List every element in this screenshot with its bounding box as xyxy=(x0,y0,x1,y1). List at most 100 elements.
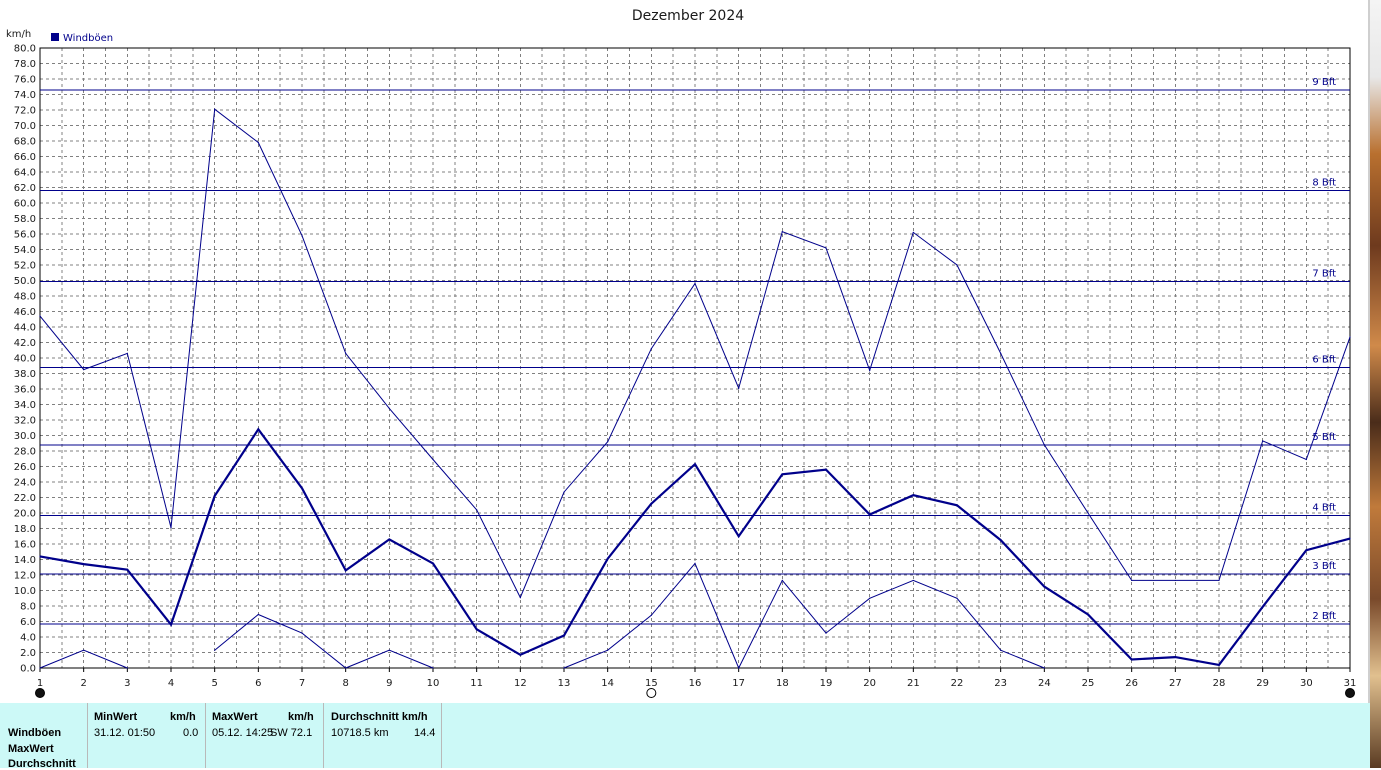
x-tick-label: 9 xyxy=(386,678,392,689)
x-tick-label: 23 xyxy=(994,678,1007,689)
data-point-avg xyxy=(912,494,914,496)
y-tick-label: 20.0 xyxy=(14,509,36,520)
data-point-max xyxy=(83,369,85,371)
data-point-max xyxy=(1087,512,1089,514)
data-point-max xyxy=(39,315,41,317)
data-point-max xyxy=(214,108,216,110)
x-tick-label: 2 xyxy=(80,678,86,689)
data-point-avg xyxy=(388,538,390,540)
x-tick-label: 7 xyxy=(299,678,305,689)
x-tick-label: 30 xyxy=(1300,678,1313,689)
new-moon-icon xyxy=(1345,688,1355,698)
x-tick-label: 6 xyxy=(255,678,261,689)
data-point-avg xyxy=(694,463,696,465)
y-tick-label: 54.0 xyxy=(14,245,36,256)
data-point-avg xyxy=(825,469,827,471)
data-point-avg xyxy=(214,495,216,497)
data-point-min xyxy=(563,667,565,669)
y-tick-label: 66.0 xyxy=(14,152,36,163)
y-tick-label: 46.0 xyxy=(14,307,36,318)
legend-label: Windböen xyxy=(63,33,113,44)
data-point-min xyxy=(39,667,41,669)
header-min-unit: km/h xyxy=(170,711,196,723)
data-point-min xyxy=(432,667,434,669)
y-tick-label: 76.0 xyxy=(14,75,36,86)
beaufort-label: 8 Bft xyxy=(1312,178,1336,189)
y-tick-label: 48.0 xyxy=(14,292,36,303)
data-point-min xyxy=(1043,667,1045,669)
beaufort-label: 7 Bft xyxy=(1312,268,1336,279)
y-tick-label: 30.0 xyxy=(14,431,36,442)
x-tick-label: 3 xyxy=(124,678,130,689)
x-tick-label: 21 xyxy=(907,678,920,689)
data-point-max xyxy=(1000,352,1002,354)
data-point-avg xyxy=(1305,549,1307,551)
data-point-min xyxy=(607,649,609,651)
data-point-max xyxy=(956,264,958,266)
x-tick-label: 14 xyxy=(601,678,614,689)
x-tick-label: 5 xyxy=(211,678,217,689)
data-point-avg xyxy=(170,624,172,626)
data-point-avg xyxy=(956,504,958,506)
data-point-max xyxy=(869,369,871,371)
y-tick-label: 32.0 xyxy=(14,416,36,427)
x-tick-label: 29 xyxy=(1256,678,1269,689)
y-tick-label: 8.0 xyxy=(20,602,36,613)
y-tick-label: 50.0 xyxy=(14,276,36,287)
data-point-min xyxy=(912,579,914,582)
beaufort-label: 6 Bft xyxy=(1312,354,1336,365)
data-point-max xyxy=(345,352,347,354)
data-point-avg xyxy=(257,428,259,430)
x-tick-label: 11 xyxy=(470,678,483,689)
data-point-avg xyxy=(650,503,652,505)
data-point-max xyxy=(126,352,128,354)
y-tick-label: 22.0 xyxy=(14,493,36,504)
data-point-max xyxy=(476,509,478,511)
x-tick-label: 27 xyxy=(1169,678,1182,689)
beaufort-label: 5 Bft xyxy=(1312,432,1336,443)
x-tick-label: 22 xyxy=(951,678,964,689)
data-point-max xyxy=(738,387,740,389)
y-tick-label: 60.0 xyxy=(14,199,36,210)
data-point-max xyxy=(912,231,914,234)
data-point-max xyxy=(1305,458,1307,461)
data-point-max xyxy=(301,234,303,237)
x-tick-label: 12 xyxy=(514,678,527,689)
data-point-avg xyxy=(869,513,871,516)
beaufort-label: 3 Bft xyxy=(1312,561,1336,572)
y-tick-label: 18.0 xyxy=(14,524,36,535)
data-point-max xyxy=(563,491,565,493)
data-point-min xyxy=(869,597,871,599)
column-separator xyxy=(87,703,88,768)
new-moon-icon xyxy=(35,688,45,698)
y-tick-label: 16.0 xyxy=(14,540,36,551)
max-time: 05.12. 14:25 xyxy=(212,727,274,739)
plot-area: 0.0 2.0 4.0 6.0 8.0 10.0 12.0 14.0 16.0 18.0 20.0 2… xyxy=(14,44,1357,698)
x-tick-label: 4 xyxy=(168,678,174,689)
y-tick-label: 68.0 xyxy=(14,137,36,148)
data-point-max xyxy=(650,348,652,350)
max-value: SW 72.1 xyxy=(270,727,313,739)
x-tick-label: 31 xyxy=(1344,678,1357,689)
y-tick-label: 58.0 xyxy=(14,214,36,225)
data-point-avg xyxy=(1000,539,1002,541)
avg-distance: 10718.5 km xyxy=(331,727,389,739)
y-tick-label: 56.0 xyxy=(14,230,36,241)
data-point-avg xyxy=(781,473,783,475)
data-point-avg xyxy=(476,628,478,630)
data-point-max xyxy=(607,441,609,443)
header-min: MinWert xyxy=(94,711,138,723)
data-point-max xyxy=(257,141,259,144)
data-point-avg xyxy=(345,569,347,571)
y-tick-label: 28.0 xyxy=(14,447,36,458)
data-point-max xyxy=(1349,336,1351,338)
wind-chart: Dezember 2024 km/h Windböen 0.0 2.0 4.0 6.0… xyxy=(6,8,1357,698)
data-point-min xyxy=(257,613,259,616)
column-separator xyxy=(441,703,442,768)
data-point-avg xyxy=(1349,537,1351,540)
y-tick-label: 24.0 xyxy=(14,478,36,489)
data-point-avg xyxy=(432,562,434,564)
window-edge xyxy=(1368,0,1370,768)
y-tick-label: 36.0 xyxy=(14,385,36,396)
x-tick-label: 28 xyxy=(1213,678,1226,689)
